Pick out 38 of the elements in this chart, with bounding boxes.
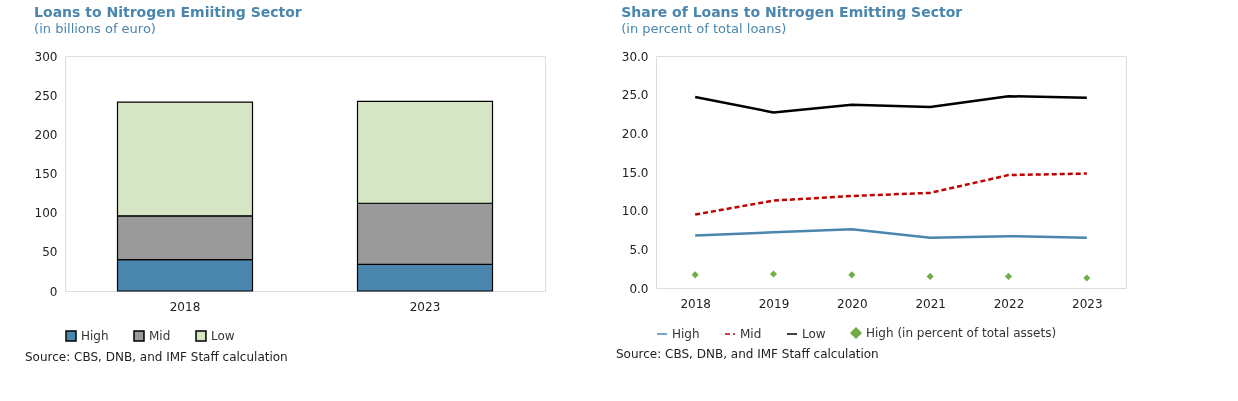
- legend-label: High (in percent of total assets): [866, 326, 1057, 340]
- y-tick-label: 30.0: [621, 49, 649, 64]
- legend-label: High: [81, 329, 109, 343]
- legend-label: Low: [802, 327, 826, 341]
- chart-title: Loans to Nitrogen Emiiting Sector: [34, 4, 302, 20]
- y-tick-label: 15.0: [621, 165, 649, 180]
- source-note: Source: CBS, DNB, and IMF Staff calculation: [616, 347, 879, 361]
- y-tick-label: 0: [49, 284, 58, 299]
- x-tick-label: 2023: [409, 299, 441, 314]
- x-tick-label: 2022: [993, 296, 1025, 311]
- y-tick-label: 50: [42, 245, 58, 260]
- y-tick-label: 5.0: [629, 242, 649, 257]
- source-note: Source: CBS, DNB, and IMF Staff calculation: [25, 350, 288, 364]
- y-tick-label: 300: [34, 49, 58, 64]
- line-series: [693, 94, 1089, 114]
- y-tick-label: 200: [34, 127, 58, 142]
- y-tick-label: 0.0: [629, 281, 649, 296]
- legend-label: Mid: [149, 329, 171, 343]
- y-tick-label: 10.0: [621, 204, 649, 219]
- x-tick-label: 2023: [1072, 296, 1103, 311]
- x-tick-label: 2019: [758, 296, 790, 311]
- chart-title: Share of Loans to Nitrogen Emitting Sector: [621, 4, 963, 20]
- legend-label: Low: [211, 329, 235, 343]
- chart-subtitle: (in percent of total loans): [621, 21, 787, 36]
- y-tick-label: 20.0: [621, 126, 649, 141]
- y-tick-label: 250: [34, 88, 58, 103]
- x-tick-label: 2020: [837, 296, 868, 311]
- chart-subtitle: (in billions of euro): [34, 21, 156, 36]
- y-tick-label: 25.0: [621, 88, 649, 103]
- line-series: [693, 227, 1089, 239]
- legend-label: Mid: [740, 327, 762, 341]
- x-tick-label: 2018: [680, 296, 711, 311]
- legend-label: High: [672, 327, 700, 341]
- y-tick-label: 150: [34, 167, 58, 181]
- x-tick-label: 2021: [915, 296, 946, 311]
- y-tick-label: 100: [34, 206, 58, 221]
- line-series: [693, 172, 1089, 216]
- x-tick-label: 2018: [169, 299, 201, 314]
